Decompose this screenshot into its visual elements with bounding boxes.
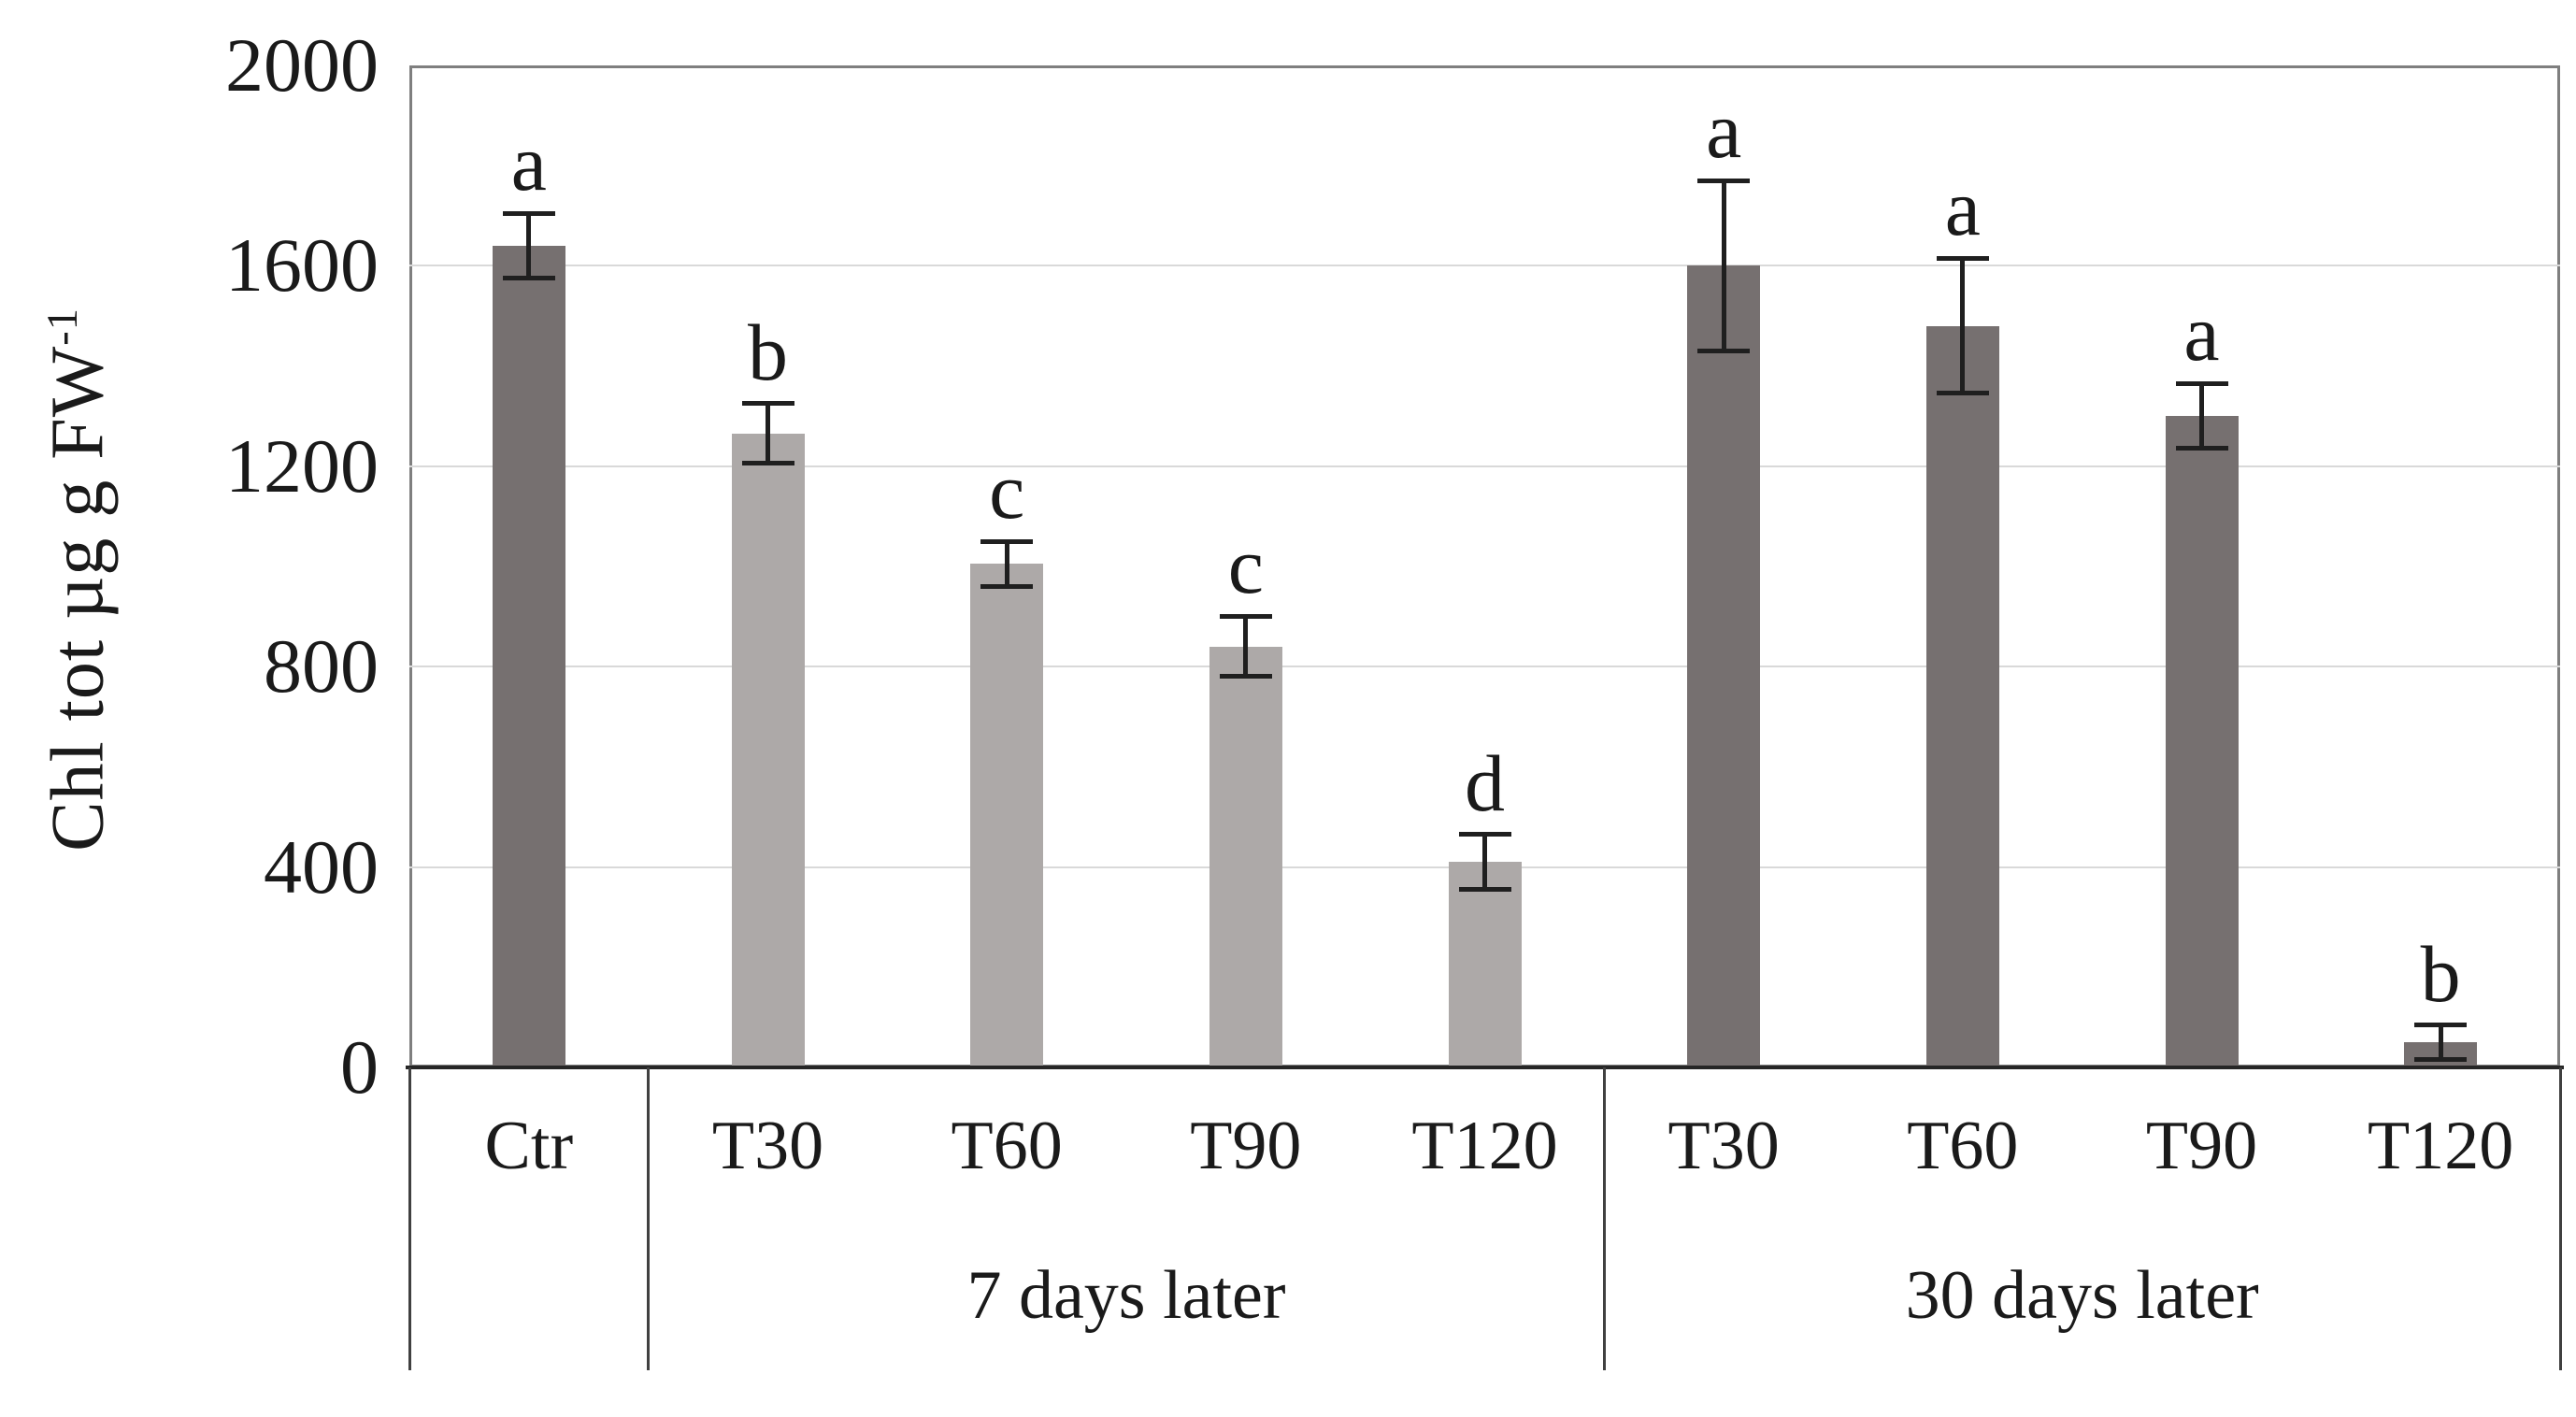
x-category-label: T60 [951, 1108, 1063, 1184]
error-bar-cap-bottom [1458, 887, 1511, 893]
error-bar-cap-top [1697, 178, 1751, 183]
error-bar-cap-bottom [1697, 348, 1751, 353]
significance-letter: c [989, 445, 1025, 536]
gridline [409, 265, 2560, 267]
y-tick-label: 800 [264, 623, 379, 709]
category-group-separator [1602, 1067, 1606, 1370]
data-bar [1448, 862, 1522, 1067]
error-bar-stem [1243, 619, 1249, 675]
error-bar-stem [1004, 543, 1009, 584]
significance-letter: c [1227, 521, 1264, 611]
data-bar [970, 564, 1044, 1067]
error-bar-cap-top [741, 401, 794, 407]
error-bar-stem [766, 406, 770, 462]
x-category-label: T30 [711, 1108, 824, 1184]
error-bar-stem [1721, 182, 1726, 349]
x-category-label: T60 [1907, 1108, 2019, 1184]
error-bar-stem [526, 215, 532, 277]
y-tick-label: 1600 [225, 222, 379, 308]
significance-letter: b [2420, 929, 2461, 1020]
x-category-label: Ctr [484, 1108, 574, 1184]
error-bar-stem [2199, 386, 2204, 447]
x-axis-line [406, 1066, 2564, 1069]
significance-letter: a [510, 117, 547, 208]
error-bar-cap-top [1936, 256, 1989, 262]
x-category-label: T30 [1667, 1108, 1780, 1184]
error-bar-stem [1482, 837, 1487, 888]
data-bar [1687, 265, 1761, 1067]
error-bar-cap-bottom [2414, 1057, 2468, 1063]
gridline [409, 465, 2560, 467]
error-bar-cap-top [1219, 614, 1272, 620]
error-bar-cap-top [2414, 1023, 2468, 1028]
significance-letter: a [1944, 163, 1981, 253]
error-bar-cap-bottom [2175, 446, 2228, 451]
error-bar-cap-bottom [502, 276, 555, 281]
y-axis-title-exponent: -1 [38, 308, 87, 346]
data-bar [2165, 416, 2239, 1067]
error-bar-cap-top [1458, 832, 1511, 837]
error-bar-cap-top [980, 538, 1034, 544]
error-bar-cap-bottom [980, 583, 1034, 589]
error-bar-cap-top [2175, 381, 2228, 387]
gridline [409, 666, 2560, 668]
y-tick-label: 400 [264, 823, 379, 909]
significance-letter: a [1706, 84, 1742, 175]
data-bar [731, 433, 805, 1067]
category-group-separator [647, 1067, 651, 1370]
data-bar [1209, 646, 1282, 1067]
y-tick-label: 2000 [225, 22, 379, 107]
significance-letter: a [2183, 288, 2220, 379]
x-category-label: T90 [2145, 1108, 2258, 1184]
y-axis-title: Chl tot µg g FW-1 [36, 308, 122, 852]
data-bar [1925, 325, 1999, 1067]
error-bar-cap-bottom [741, 461, 794, 466]
significance-letter: b [748, 308, 788, 398]
y-tick-label: 1200 [225, 422, 379, 508]
y-axis-title-text: Chl tot µg g FW [36, 345, 120, 852]
error-bar-cap-top [502, 210, 555, 216]
x-group-label: 30 days later [1905, 1257, 2259, 1334]
x-category-label: T120 [1411, 1108, 1558, 1184]
x-group-label: 7 days later [966, 1257, 1286, 1334]
data-bar [492, 245, 565, 1067]
error-bar-cap-bottom [1936, 391, 1989, 396]
error-bar-stem [2438, 1027, 2443, 1058]
error-bar-cap-bottom [1219, 674, 1272, 680]
category-group-separator [2558, 1067, 2562, 1370]
significance-letter: d [1465, 738, 1505, 829]
category-group-separator [408, 1067, 411, 1370]
x-category-label: T90 [1190, 1108, 1302, 1184]
x-category-label: T120 [2368, 1108, 2514, 1184]
error-bar-stem [1960, 261, 1966, 392]
y-tick-label: 0 [340, 1024, 379, 1109]
